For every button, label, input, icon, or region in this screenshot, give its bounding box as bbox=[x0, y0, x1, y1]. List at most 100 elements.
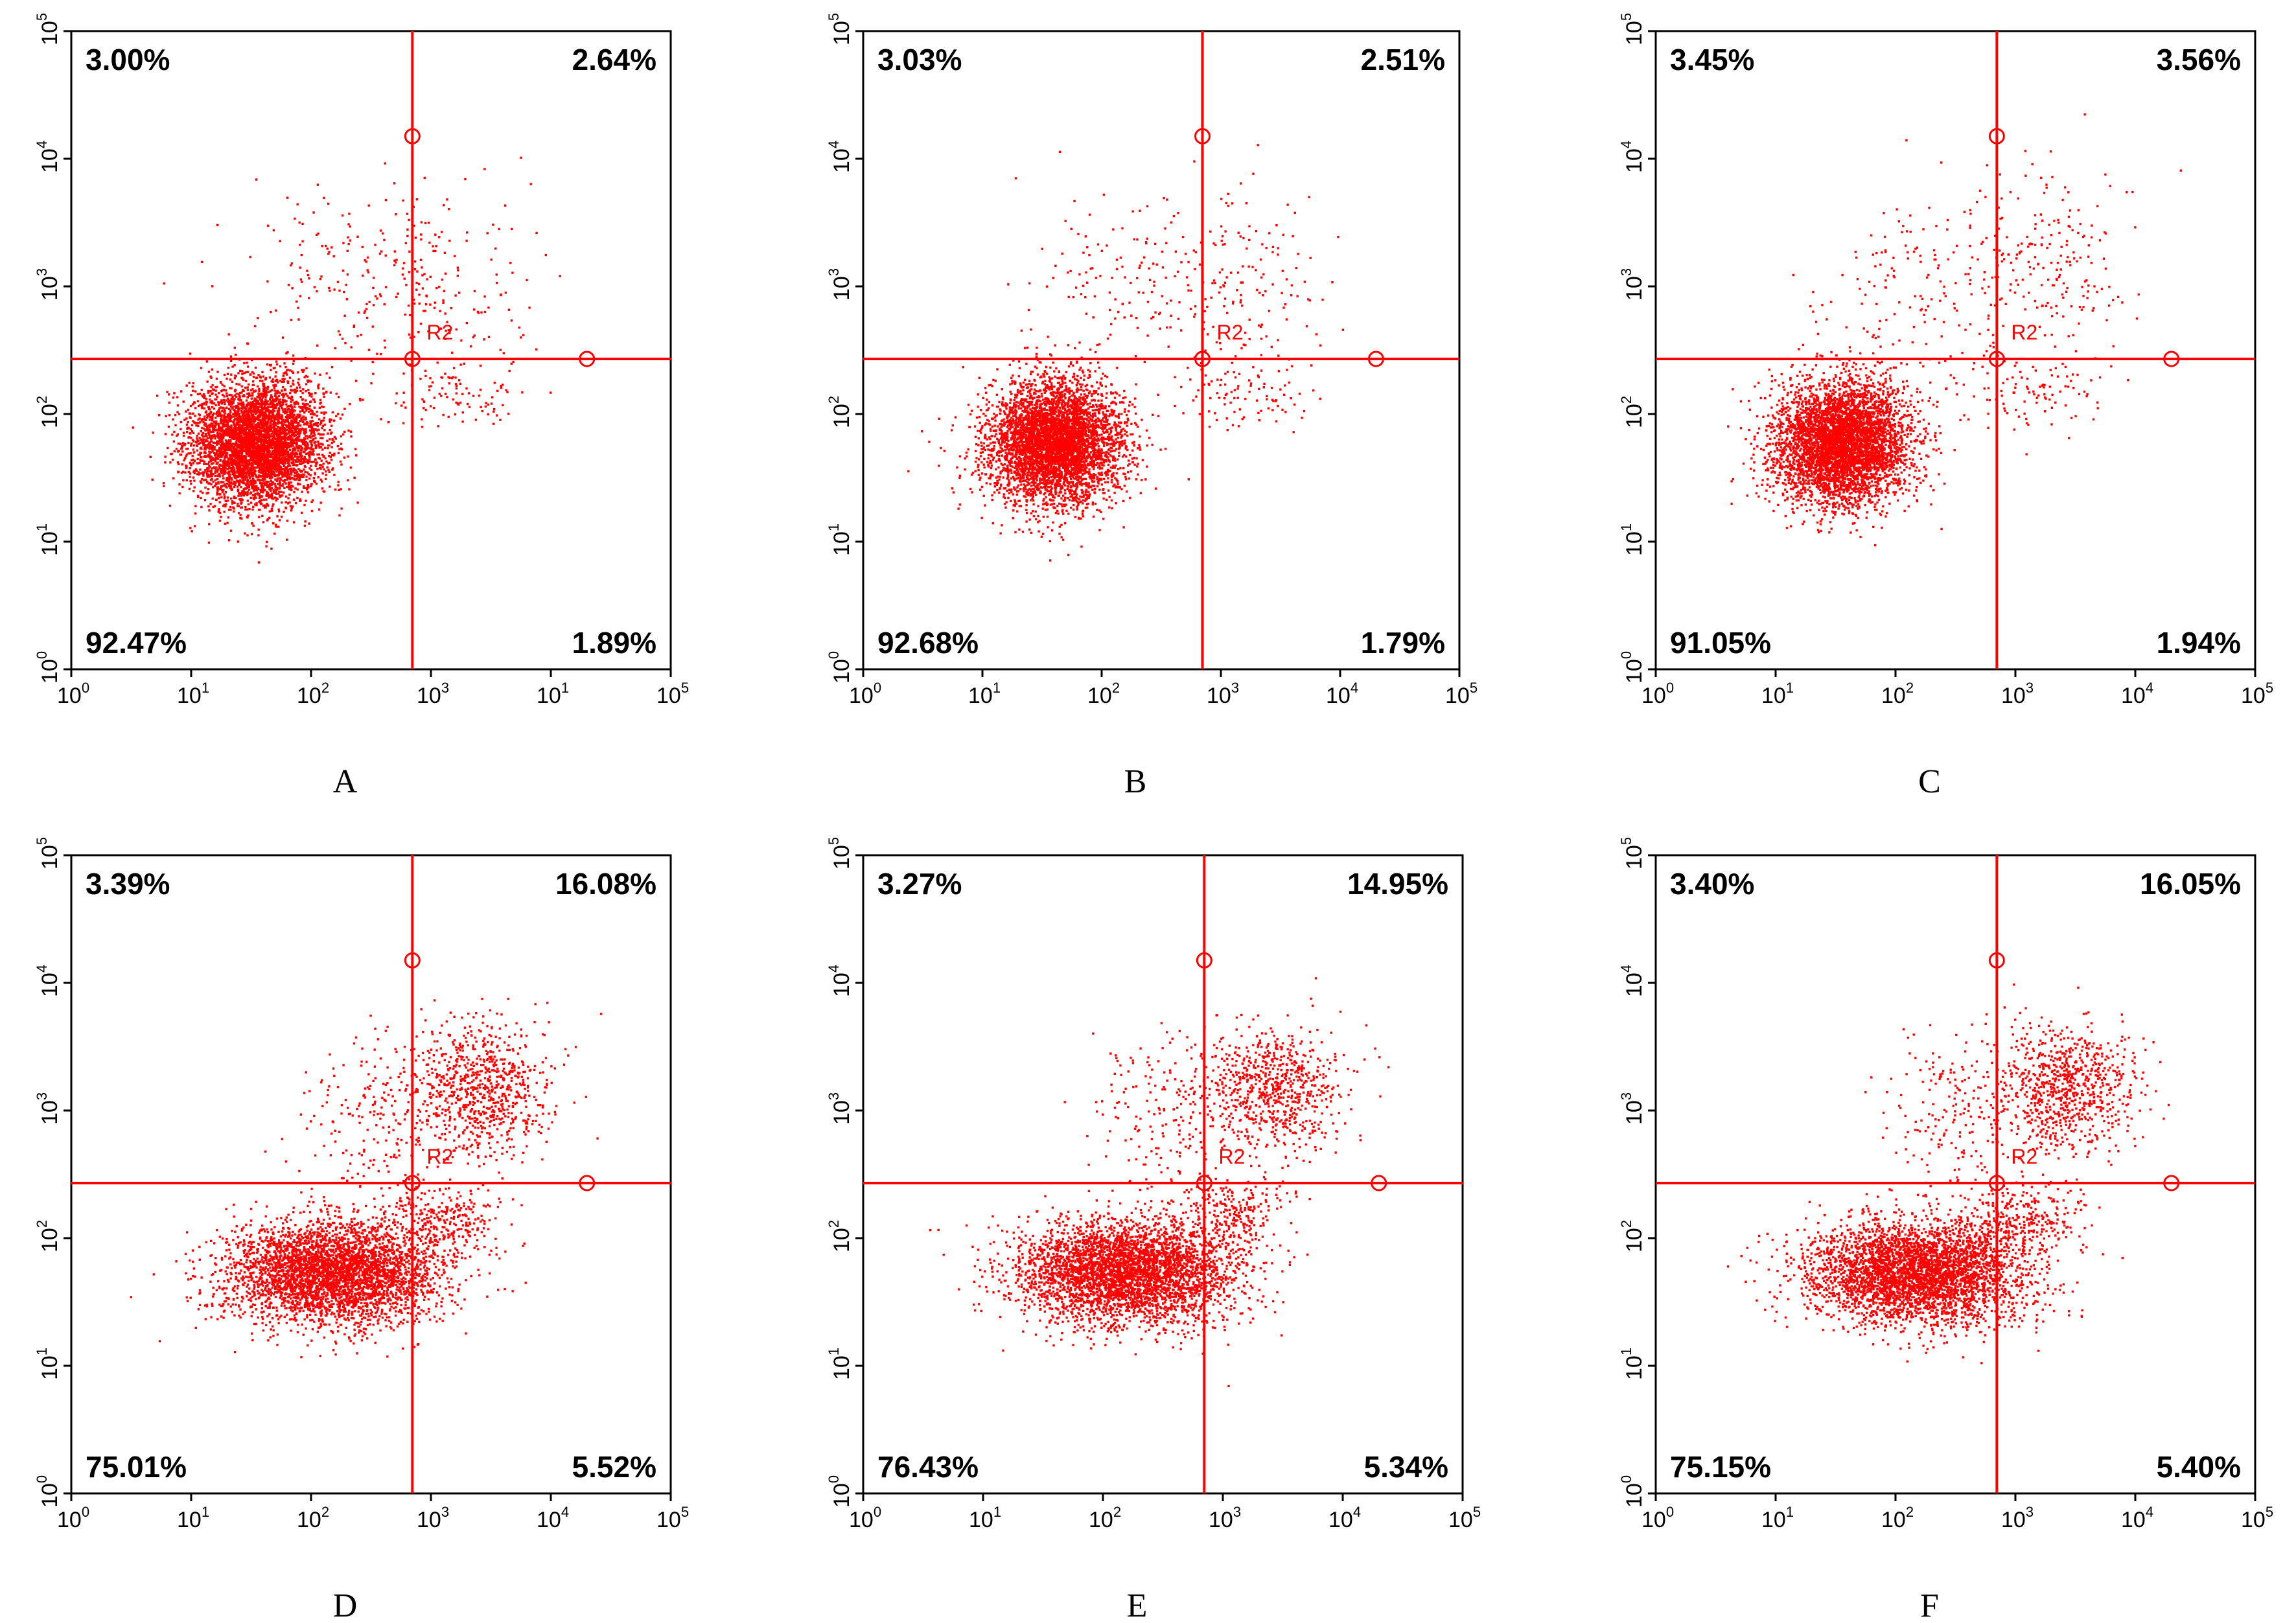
scatter-point bbox=[271, 494, 273, 497]
scatter-point bbox=[253, 463, 256, 465]
scatter-point bbox=[291, 505, 294, 508]
scatter-point bbox=[290, 485, 293, 487]
scatter-point bbox=[232, 420, 235, 424]
scatter-point bbox=[290, 385, 292, 387]
scatter-point bbox=[240, 399, 242, 402]
scatter-point bbox=[317, 440, 319, 443]
scatter-point bbox=[186, 431, 189, 433]
scatter-point bbox=[297, 435, 301, 438]
scatter-point bbox=[278, 413, 281, 415]
scatter-point bbox=[298, 433, 301, 436]
scatter-point bbox=[296, 455, 299, 458]
scatter-point bbox=[281, 398, 284, 401]
scatter-point bbox=[262, 505, 265, 507]
scatter-point bbox=[308, 277, 310, 280]
scatter-point bbox=[285, 437, 288, 439]
scatter-point bbox=[338, 489, 340, 492]
scatter-point bbox=[304, 446, 307, 448]
scatter-point bbox=[247, 465, 249, 468]
scatter-point bbox=[244, 427, 248, 430]
scatter-point bbox=[265, 406, 268, 409]
scatter-point bbox=[273, 387, 275, 389]
scatter-point bbox=[448, 208, 450, 211]
scatter-point bbox=[215, 482, 218, 485]
scatter-point bbox=[310, 448, 313, 451]
scatter-point bbox=[237, 409, 240, 412]
scatter-point bbox=[281, 336, 284, 339]
scatter-point bbox=[222, 454, 224, 456]
scatter-point bbox=[233, 507, 235, 510]
scatter-point bbox=[347, 236, 349, 239]
scatter-point bbox=[279, 404, 283, 408]
scatter-point bbox=[231, 402, 233, 405]
scatter-point bbox=[300, 460, 303, 463]
scatter-point bbox=[260, 490, 262, 493]
scatter-point bbox=[266, 429, 268, 432]
scatter-point bbox=[292, 467, 296, 470]
scatter-point bbox=[340, 443, 343, 445]
scatter-point bbox=[211, 402, 213, 405]
scatter-point bbox=[288, 483, 290, 486]
scatter-point bbox=[211, 392, 214, 395]
scatter-point bbox=[195, 421, 198, 424]
scatter-point bbox=[319, 401, 322, 404]
scatter-point bbox=[190, 394, 192, 397]
scatter-point bbox=[261, 435, 264, 438]
scatter-point bbox=[205, 439, 208, 442]
scatter-point bbox=[218, 446, 221, 449]
scatter-point bbox=[284, 424, 287, 426]
scatter-point bbox=[273, 443, 277, 446]
scatter-point bbox=[258, 516, 261, 518]
scatter-point bbox=[178, 483, 181, 486]
scatter-point bbox=[181, 470, 185, 473]
scatter-point bbox=[264, 445, 267, 448]
scatter-point bbox=[223, 503, 226, 506]
scatter-point bbox=[264, 484, 266, 487]
scatter-point bbox=[293, 434, 296, 437]
scatter-point bbox=[265, 494, 268, 497]
scatter-point bbox=[290, 264, 292, 267]
scatter-point bbox=[252, 452, 255, 455]
scatter-point bbox=[232, 470, 235, 472]
scatter-point bbox=[314, 428, 318, 431]
scatter-point bbox=[292, 440, 295, 443]
scatter-point bbox=[281, 436, 284, 439]
scatter-point bbox=[164, 455, 167, 458]
scatter-point bbox=[253, 470, 256, 473]
scatter-point bbox=[191, 459, 193, 461]
scatter-point bbox=[246, 476, 249, 479]
scatter-point bbox=[372, 286, 375, 290]
scatter-point bbox=[312, 438, 315, 441]
scatter-point bbox=[305, 479, 308, 481]
scatter-point bbox=[180, 454, 183, 456]
scatter-point bbox=[232, 398, 235, 400]
scatter-point bbox=[202, 441, 205, 444]
scatter-point bbox=[297, 415, 301, 419]
scatter-point bbox=[183, 459, 185, 462]
scatter-point bbox=[209, 503, 212, 505]
scatter-point bbox=[286, 476, 288, 478]
scatter-point bbox=[271, 400, 274, 403]
scatter-point bbox=[237, 423, 239, 426]
scatter-point bbox=[280, 459, 283, 463]
scatter-point bbox=[308, 435, 311, 437]
scatter-point bbox=[323, 468, 325, 471]
scatter-point bbox=[301, 427, 304, 430]
scatter-point bbox=[289, 478, 292, 481]
scatter-point bbox=[332, 255, 335, 258]
scatter-point bbox=[246, 393, 249, 395]
scatter-point bbox=[293, 432, 296, 434]
scatter-point bbox=[229, 378, 231, 381]
scatter-point bbox=[292, 485, 294, 488]
scatter-point bbox=[258, 466, 261, 468]
scatter-point bbox=[270, 369, 272, 371]
scatter-point bbox=[240, 480, 242, 483]
scatter-point bbox=[202, 463, 205, 465]
scatter-point bbox=[255, 429, 258, 432]
scatter-point bbox=[249, 496, 252, 500]
scatter-point bbox=[331, 467, 334, 470]
scatter-point bbox=[227, 478, 230, 480]
scatter-point bbox=[290, 489, 293, 492]
scatter-point bbox=[216, 386, 218, 389]
scatter-point bbox=[296, 433, 299, 435]
